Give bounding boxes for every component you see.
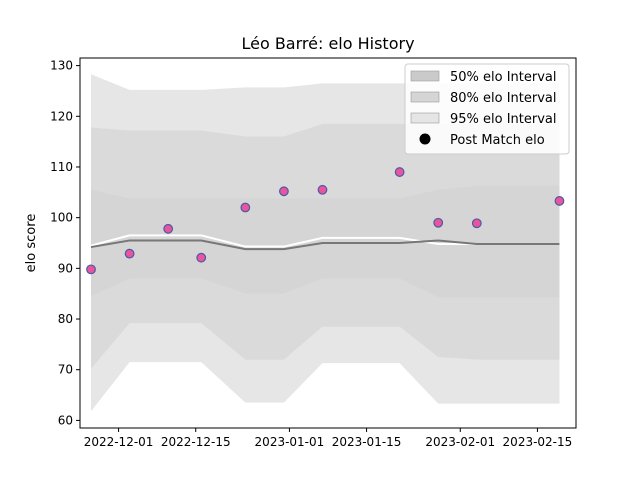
y-tick-label: 60	[58, 413, 73, 427]
y-tick-label: 80	[58, 312, 73, 326]
x-tick-label: 2022-12-15	[161, 435, 231, 449]
post-match-point	[124, 248, 135, 259]
legend-label: 50% elo Interval	[450, 70, 557, 85]
post-match-point	[554, 196, 565, 206]
legend-label: 95% elo Interval	[450, 112, 557, 127]
post-match-point	[394, 167, 405, 177]
y-axis: 60 70 80 90 100 110 120 130	[50, 59, 80, 427]
median-line-4	[90, 239, 560, 251]
post-match-point	[196, 252, 207, 263]
y-tick-label: 110	[50, 160, 73, 174]
post-match-point	[471, 218, 482, 229]
post-match-point	[433, 217, 444, 228]
x-axis: 2022-12-01 2022-12-15 2023-01-01 2023-01-15…	[84, 428, 573, 449]
legend-label: Post Match elo	[450, 133, 545, 148]
legend-swatch	[410, 91, 440, 103]
legend-swatch	[410, 70, 440, 82]
legend-marker	[419, 133, 431, 145]
y-tick-label: 100	[50, 211, 73, 225]
y-tick-label: 130	[50, 59, 73, 73]
median-line-3	[90, 234, 560, 248]
post-match-points	[86, 167, 565, 275]
legend-box	[404, 63, 570, 155]
y-tick-label: 120	[50, 109, 73, 123]
post-match-point	[163, 223, 174, 234]
legend: 50% elo Interval 80% elo Interval 95% elo …	[404, 63, 570, 155]
y-tick-label: 70	[58, 363, 73, 377]
y-axis-label: elo score	[24, 214, 39, 273]
x-tick-label: 2023-02-01	[425, 435, 495, 449]
x-tick-label: 2023-01-01	[255, 435, 325, 449]
x-tick-label: 2023-01-15	[332, 435, 402, 449]
post-match-point	[240, 202, 251, 213]
post-match-point	[279, 186, 289, 197]
legend-label: 80% elo Interval	[450, 91, 557, 106]
median-lines	[90, 234, 560, 251]
chart-title: Léo Barré: elo History	[241, 34, 414, 53]
post-match-point	[86, 264, 96, 275]
post-match-point	[317, 184, 328, 195]
x-tick-label: 2022-12-01	[84, 435, 154, 449]
x-tick-label: 2023-02-15	[503, 435, 573, 449]
y-tick-label: 90	[58, 261, 73, 275]
legend-swatch	[410, 112, 440, 124]
plot-frame	[79, 57, 577, 429]
